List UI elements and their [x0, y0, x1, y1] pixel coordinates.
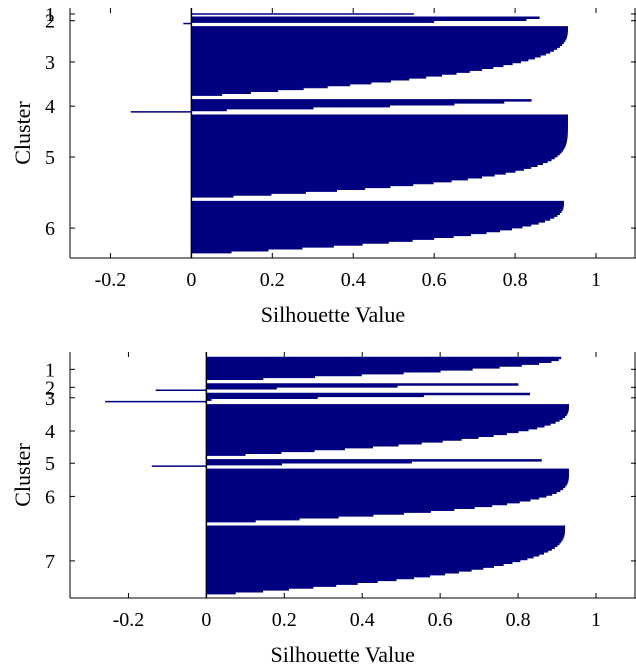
y-tick-label-1: 1 — [45, 4, 55, 26]
silhouette-cluster-1-bars — [206, 356, 562, 382]
y-tick-label-7: 7 — [45, 551, 55, 573]
x-tick-label-1: 0 — [201, 609, 211, 631]
silhouette-cluster-2-bars — [206, 383, 519, 392]
x-tick-label-5: 0.8 — [503, 269, 528, 291]
y-tick-label-2: 2 — [45, 11, 55, 33]
x-tick-label-3: 0.4 — [341, 269, 366, 291]
x-tick-label-6: 1 — [591, 609, 601, 631]
x-tick-label-4: 0.6 — [428, 609, 453, 631]
x-tick-label-2: 0.2 — [272, 609, 297, 631]
x-tick-label-4: 0.6 — [422, 269, 447, 291]
x-tick-label-0: -0.2 — [113, 609, 145, 631]
x-axis-title: Silhouette Value — [261, 302, 405, 327]
y-tick-label-2: 2 — [45, 377, 55, 399]
silhouette-cluster-7-bars — [206, 525, 566, 596]
y-tick-label-3: 3 — [45, 52, 55, 74]
silhouette-cluster-2-bars — [191, 16, 540, 25]
y-tick-label-4: 4 — [45, 421, 55, 443]
y-tick-label-1: 1 — [45, 359, 55, 381]
silhouette-cluster-5-bars — [206, 459, 542, 468]
silhouette-cluster-3-bars — [191, 26, 568, 98]
silhouette-cluster-5-bars — [191, 114, 568, 200]
y-axis-title: Cluster — [10, 101, 35, 165]
x-tick-label-1: 0 — [186, 269, 196, 291]
y-axis-title: Cluster — [10, 443, 35, 507]
silhouette-cluster-6-bars — [206, 468, 570, 524]
silhouette-cluster-4-bars — [191, 99, 532, 113]
x-axis-title: Silhouette Value — [271, 642, 415, 666]
x-tick-label-3: 0.4 — [350, 609, 375, 631]
x-tick-label-5: 0.8 — [506, 609, 531, 631]
x-tick-label-0: -0.2 — [95, 269, 127, 291]
silhouette-cluster-6-bars — [191, 200, 564, 255]
y-tick-label-4: 4 — [45, 96, 55, 118]
silhouette-cluster-4-bars — [206, 404, 570, 458]
y-tick-label-6: 6 — [45, 218, 55, 240]
y-tick-label-5: 5 — [45, 147, 55, 169]
y-tick-label-5: 5 — [45, 453, 55, 475]
y-tick-label-6: 6 — [45, 486, 55, 508]
x-tick-label-6: 1 — [591, 269, 601, 291]
silhouette-cluster-3-bars — [206, 392, 531, 403]
x-tick-label-2: 0.2 — [260, 269, 285, 291]
y-tick-label-3: 3 — [45, 388, 55, 410]
